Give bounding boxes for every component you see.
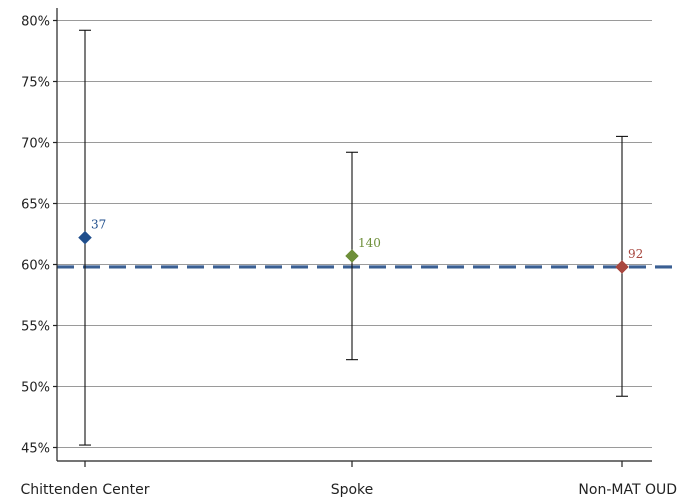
y-tick-label: 55% <box>21 320 50 335</box>
data-point <box>615 260 629 274</box>
data-label: 140 <box>358 236 381 250</box>
x-category-label: Non-MAT OUD <box>578 482 677 498</box>
y-tick-label: 75% <box>21 76 50 91</box>
error-bars <box>79 29 628 446</box>
data-label: 37 <box>91 218 106 232</box>
data-labels: 37 140 92 <box>91 218 643 261</box>
y-tick-label: 50% <box>21 381 50 396</box>
x-axis-categories: Chittenden Center Spoke Non-MAT OUD <box>21 461 677 498</box>
data-label: 92 <box>628 247 643 261</box>
y-tick-label: 80% <box>21 15 50 30</box>
y-axis-ticks: 45% 50% 55% 60% 65% 70% 75% 80% <box>21 15 57 457</box>
axes <box>56 8 652 462</box>
y-tick-label: 70% <box>21 137 50 152</box>
y-tick-label: 45% <box>21 442 50 457</box>
gridlines <box>57 20 652 448</box>
x-category-label: Chittenden Center <box>21 482 150 498</box>
y-tick-label: 60% <box>21 259 50 274</box>
x-category-label: Spoke <box>331 482 374 498</box>
y-tick-label: 65% <box>21 198 50 213</box>
data-point <box>345 249 359 263</box>
data-points <box>78 230 629 274</box>
data-point <box>78 230 92 245</box>
